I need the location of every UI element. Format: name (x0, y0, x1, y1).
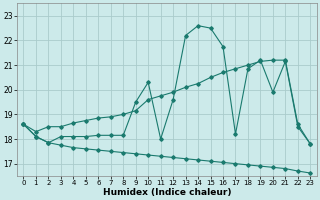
X-axis label: Humidex (Indice chaleur): Humidex (Indice chaleur) (103, 188, 231, 197)
